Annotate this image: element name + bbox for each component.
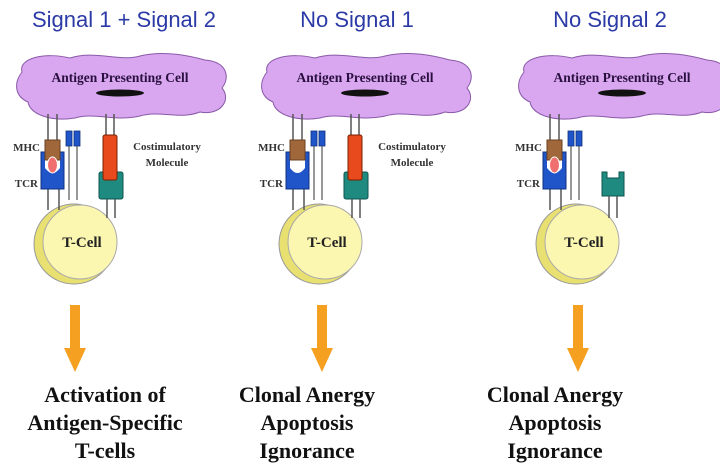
outcome-text: Ignorance xyxy=(259,438,355,463)
outcome-text: Clonal Anergy xyxy=(239,382,375,407)
costim-label: Costimulatory xyxy=(378,141,446,153)
mhc-label: MHC xyxy=(515,142,542,154)
tcr-label: TCR xyxy=(260,178,284,190)
tcr-label: TCR xyxy=(15,178,39,190)
apc-nucleus xyxy=(96,89,144,97)
outcome-text: T-cells xyxy=(75,438,136,463)
co-receptor xyxy=(575,130,583,147)
panel-2: Antigen Presenting Cell T-Cell MHC TCR Costi… xyxy=(258,52,472,285)
antigen-presenting-cell xyxy=(16,52,227,120)
costimulatory-molecule xyxy=(347,134,363,181)
outcome-text: Activation of xyxy=(44,382,166,407)
t-cell xyxy=(287,204,363,280)
apc-nucleus xyxy=(598,89,646,97)
mhc-label: MHC xyxy=(13,142,40,154)
down-arrow xyxy=(64,305,86,372)
panel-1: Antigen Presenting Cell T-Cell MHC TCR Costi… xyxy=(13,52,227,285)
outcome-text: Apoptosis xyxy=(261,410,354,435)
costimulatory-receptor xyxy=(601,171,625,197)
t-cell xyxy=(544,204,620,280)
t-cell-label: T-Cell xyxy=(307,235,346,251)
tcr-label: TCR xyxy=(517,178,541,190)
costim-label: Molecule xyxy=(391,157,434,169)
apc-nucleus xyxy=(341,89,389,97)
mhc-label: MHC xyxy=(258,142,285,154)
apc-label: Antigen Presenting Cell xyxy=(554,70,691,85)
antigen-peptide xyxy=(549,156,560,174)
outcome-text: Clonal Anergy xyxy=(487,382,623,407)
panel-title: Signal 1 + Signal 2 xyxy=(32,7,216,32)
antigen-peptide xyxy=(47,156,58,174)
apc-label: Antigen Presenting Cell xyxy=(52,70,189,85)
down-arrow xyxy=(311,305,333,372)
outcome-text: Ignorance xyxy=(507,438,603,463)
outcome-text: Antigen-Specific xyxy=(27,410,182,435)
costim-label: Molecule xyxy=(146,157,189,169)
t-cell-label: T-Cell xyxy=(564,235,603,251)
co-receptor xyxy=(65,130,73,147)
co-receptor xyxy=(73,130,81,147)
outcome-text: Apoptosis xyxy=(509,410,602,435)
down-arrow xyxy=(567,305,589,372)
t-cell xyxy=(42,204,118,280)
panel-title: No Signal 2 xyxy=(553,7,667,32)
mhc-molecule xyxy=(289,139,306,161)
panel-title: No Signal 1 xyxy=(300,7,414,32)
panel-3: Antigen Presenting Cell T-Cell MHC TCR xyxy=(515,52,720,285)
antigen-presenting-cell xyxy=(261,52,472,120)
costim-label: Costimulatory xyxy=(133,141,201,153)
apc-label: Antigen Presenting Cell xyxy=(297,70,434,85)
co-receptor xyxy=(310,130,318,147)
t-cell-label: T-Cell xyxy=(62,235,101,251)
costimulatory-molecule xyxy=(102,134,118,181)
co-receptor xyxy=(318,130,326,147)
antigen-presenting-cell xyxy=(518,52,720,120)
co-receptor xyxy=(567,130,575,147)
